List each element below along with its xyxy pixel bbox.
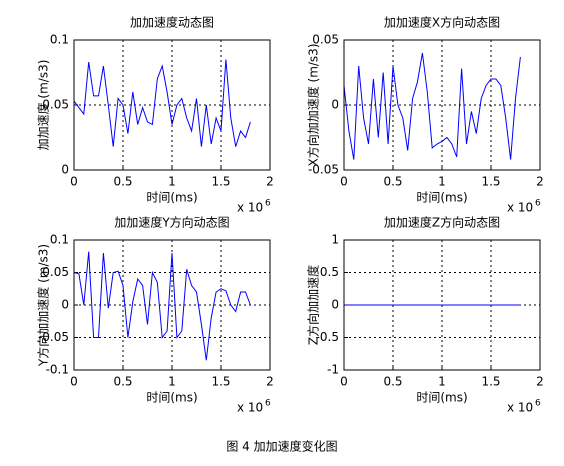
y-tick-label: 0	[61, 163, 69, 177]
x-tick-label: 1.5	[211, 175, 230, 189]
y-tick-label: 0.05	[312, 33, 339, 47]
x-scale-label: x 10	[237, 401, 263, 415]
x-tick-label: 0.5	[113, 175, 132, 189]
x-tick-label: 1	[438, 175, 446, 189]
x-tick-label: 2	[266, 175, 274, 189]
data-line	[343, 52, 521, 160]
x-tick-label: 1	[168, 375, 176, 389]
chart-title: 加加速度Z方向动态图	[384, 215, 500, 230]
x-tick-label: 2	[536, 375, 544, 389]
y-tick-label: 0.1	[50, 33, 69, 47]
y-tick-label: 0.05	[42, 98, 69, 112]
y-tick-label: -0.05	[38, 330, 69, 344]
x-scale-exponent: 6	[265, 199, 271, 209]
x-scale-label: x 10	[507, 201, 533, 215]
x-tick-label: 0	[340, 375, 348, 389]
x-tick-label: 1	[168, 175, 176, 189]
x-scale-exponent: 6	[535, 399, 541, 409]
y-tick-label: 0	[331, 98, 339, 112]
x-tick-label: 0	[70, 175, 78, 189]
x-scale-exponent: 6	[265, 399, 271, 409]
chart-title: 加加速度动态图	[130, 15, 214, 30]
x-tick-label: 0.5	[383, 375, 402, 389]
y-tick-label: -0.05	[308, 163, 339, 177]
x-tick-label: 0.5	[383, 175, 402, 189]
axes-box	[343, 239, 541, 371]
y-tick-label: 1	[331, 233, 339, 247]
x-axis-label: 时间(ms)	[146, 191, 197, 205]
x-tick-label: 0	[340, 175, 348, 189]
x-tick-label: 2	[536, 175, 544, 189]
figure-caption: 图 4 加加速度变化图	[226, 439, 337, 454]
x-tick-label: 0	[70, 375, 78, 389]
y-axis-label: 加加速度 (m/s3)	[36, 60, 51, 151]
chart-title: 加加速度X方向动态图	[384, 15, 500, 30]
chart-title: 加加速度Y方向动态图	[114, 215, 229, 230]
x-tick-label: 1.5	[211, 375, 230, 389]
y-tick-label: -1	[327, 363, 339, 377]
x-tick-label: 1	[438, 375, 446, 389]
x-scale-label: x 10	[507, 401, 533, 415]
y-tick-label: 0	[61, 298, 69, 312]
axes-box	[343, 39, 541, 171]
x-tick-label: 1.5	[481, 375, 500, 389]
axes-box	[73, 239, 271, 371]
y-axis-label: Y方向加加速度 (m/s3)	[36, 244, 51, 367]
y-tick-label: -0.1	[46, 363, 69, 377]
y-tick-label: 0.1	[50, 233, 69, 247]
data-line	[73, 251, 251, 361]
x-axis-label: 时间(ms)	[146, 391, 197, 405]
y-tick-label: 0.5	[320, 265, 339, 279]
y-tick-label: 0	[331, 298, 339, 312]
y-axis-label: X方向加加速度 (m/s3)	[306, 43, 321, 166]
x-axis-label: 时间(ms)	[416, 391, 467, 405]
y-tick-label: -0.5	[316, 330, 339, 344]
x-scale-label: x 10	[237, 201, 263, 215]
x-axis-label: 时间(ms)	[416, 191, 467, 205]
y-tick-label: 0.05	[42, 265, 69, 279]
x-scale-exponent: 6	[535, 199, 541, 209]
data-line	[73, 59, 251, 147]
axes-box	[73, 39, 271, 171]
x-tick-label: 1.5	[481, 175, 500, 189]
x-tick-label: 2	[266, 375, 274, 389]
y-axis-label: Z方向加加速度	[306, 265, 321, 345]
x-tick-label: 0.5	[113, 375, 132, 389]
